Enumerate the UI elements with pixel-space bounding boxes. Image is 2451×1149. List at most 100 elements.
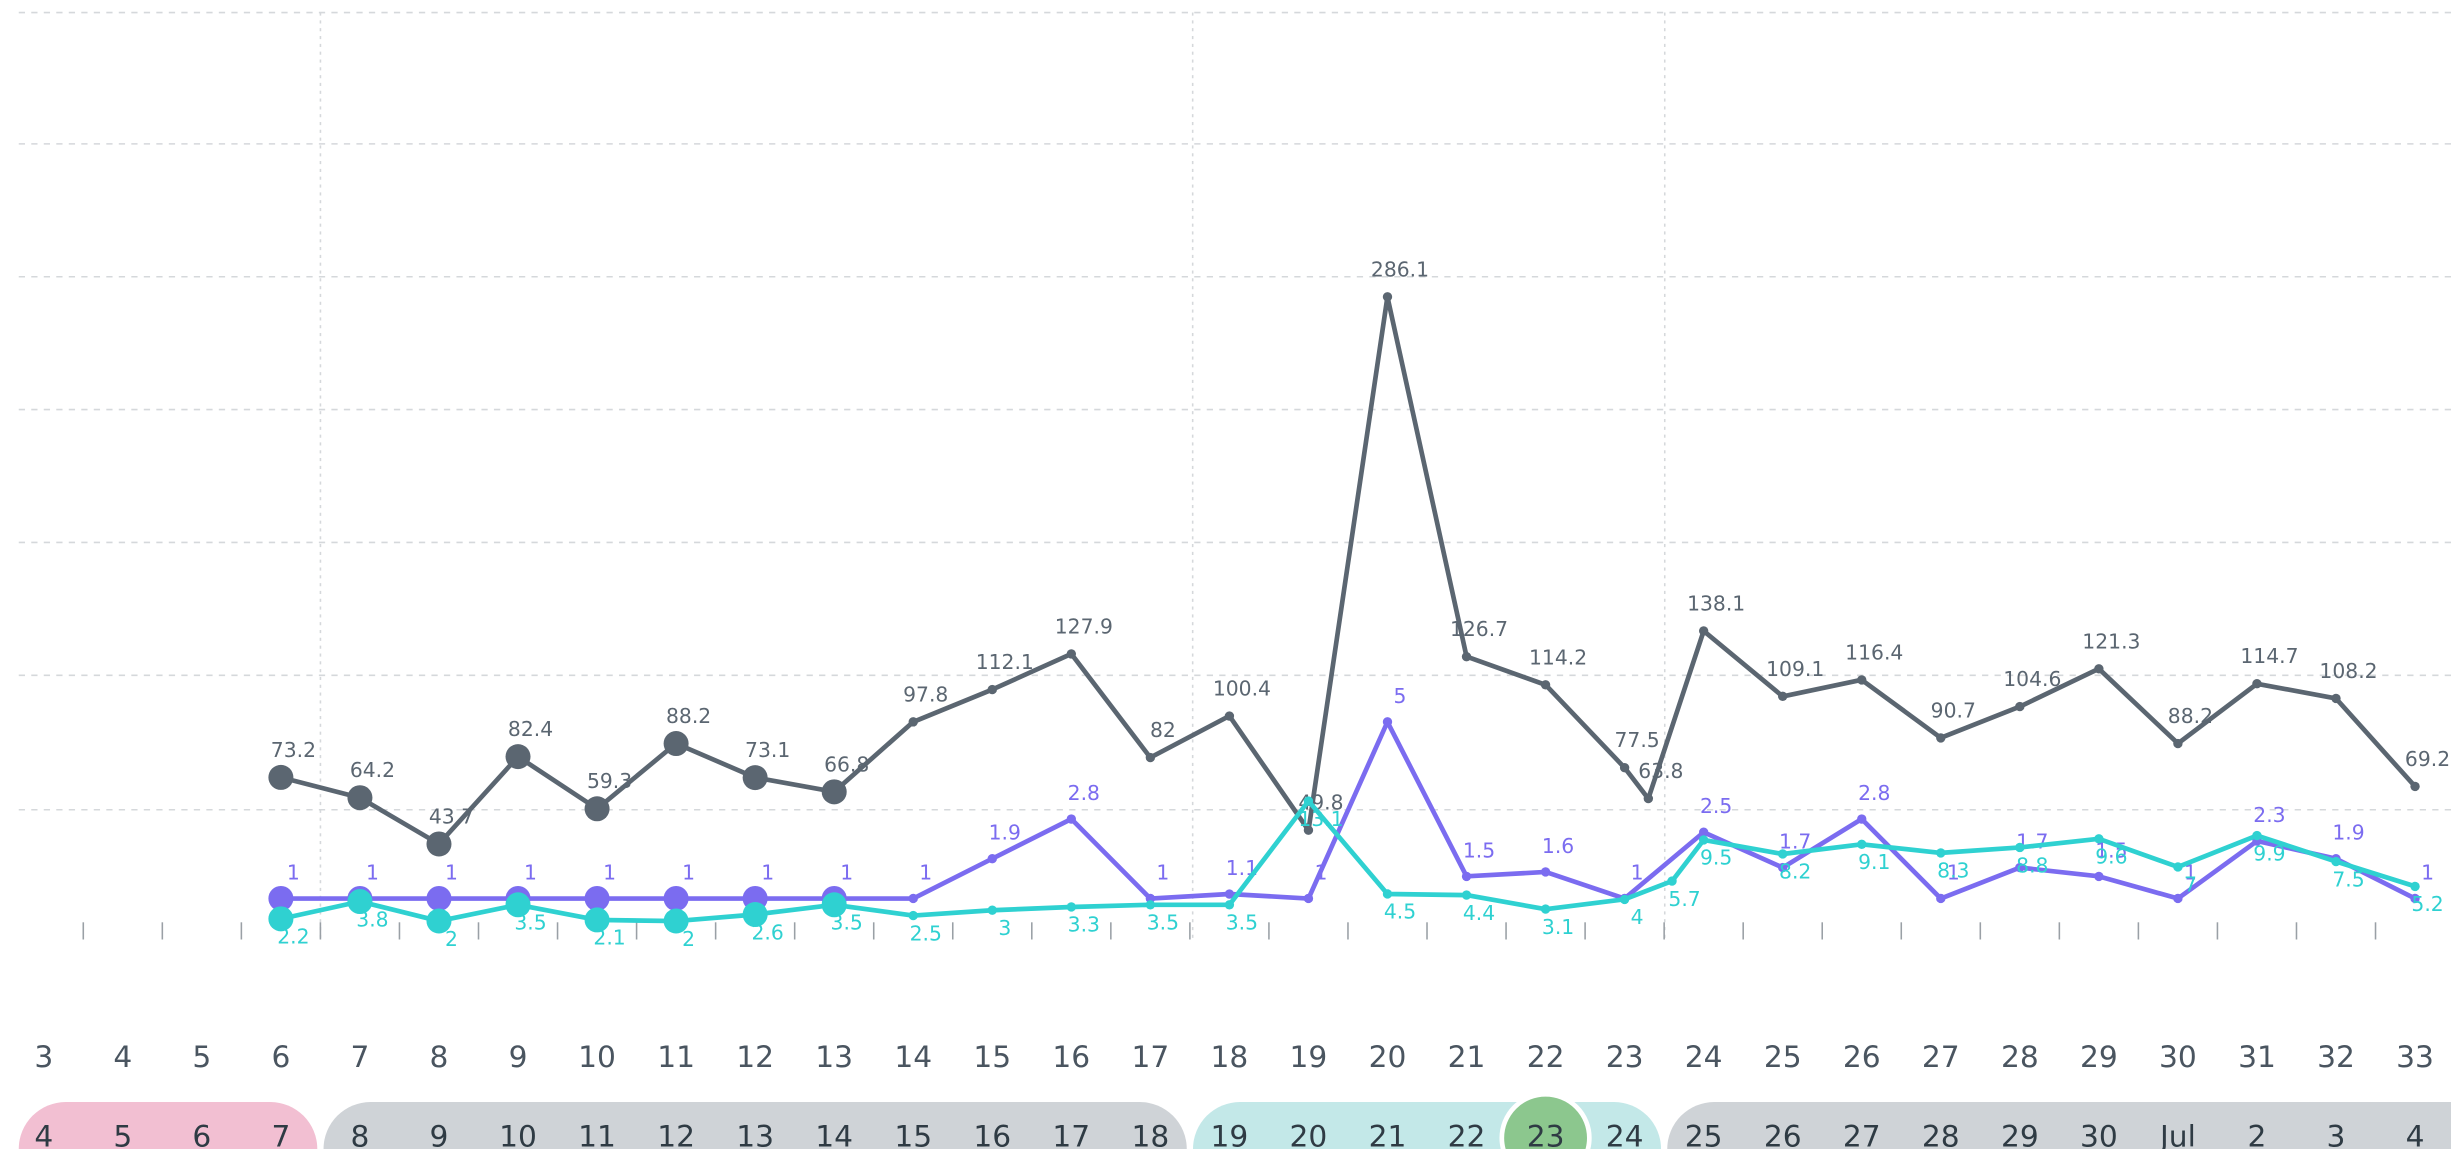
day-label[interactable]: 4 xyxy=(2406,1120,2425,1149)
point xyxy=(663,885,689,911)
value-label: 1 xyxy=(603,860,616,884)
point xyxy=(1540,904,1551,914)
value-label: 4 xyxy=(1631,905,1644,929)
value-label: 88.2 xyxy=(2168,704,2213,728)
day-label[interactable]: 2 xyxy=(2248,1120,2267,1149)
point xyxy=(268,764,294,790)
value-label: 2.5 xyxy=(1700,794,1732,818)
value-label: 97.8 xyxy=(903,682,948,706)
day-label[interactable]: 28 xyxy=(1922,1120,1960,1149)
day-label[interactable]: 24 xyxy=(1606,1120,1644,1149)
day-label[interactable]: 12 xyxy=(657,1120,695,1149)
x-tick-label: 27 xyxy=(1922,1040,1960,1075)
point xyxy=(821,779,847,805)
value-label: 8.2 xyxy=(1779,860,1811,884)
day-label[interactable]: 5 xyxy=(113,1120,132,1149)
day-label[interactable]: 3 xyxy=(2327,1120,2346,1149)
day-label[interactable]: 7 xyxy=(271,1120,290,1149)
day-label[interactable]: 4 xyxy=(34,1120,53,1149)
value-label: 1 xyxy=(366,860,379,884)
value-label: 1 xyxy=(1314,860,1327,884)
grid xyxy=(18,11,2451,938)
point xyxy=(987,905,997,915)
value-label: 2.8 xyxy=(1858,781,1890,805)
point xyxy=(1382,889,1393,899)
point xyxy=(1778,849,1788,859)
day-label[interactable]: 10 xyxy=(499,1120,537,1149)
value-label: 3.5 xyxy=(514,911,546,935)
point xyxy=(1857,839,1867,849)
point xyxy=(1303,825,1314,835)
day-label[interactable]: 9 xyxy=(430,1120,449,1149)
day-label[interactable]: 21 xyxy=(1369,1120,1407,1149)
value-label: 138.1 xyxy=(1687,591,1745,615)
point xyxy=(1698,835,1709,845)
point xyxy=(2015,842,2025,853)
point xyxy=(908,910,918,921)
day-label[interactable]: 15 xyxy=(894,1120,932,1149)
day-label[interactable]: 20 xyxy=(1290,1120,1328,1149)
day-label[interactable]: 26 xyxy=(1764,1120,1802,1149)
value-label: 2 xyxy=(445,927,458,951)
x-tick-label: 22 xyxy=(1527,1040,1565,1075)
point xyxy=(426,885,452,911)
value-label: 104.6 xyxy=(2003,667,2061,691)
value-label: 82 xyxy=(1150,718,1176,742)
value-label: 82.4 xyxy=(508,717,553,741)
point xyxy=(1698,827,1709,837)
x-tick-label: 7 xyxy=(350,1040,369,1075)
day-label[interactable]: 14 xyxy=(815,1120,853,1149)
point xyxy=(347,785,373,811)
x-tick-label: 24 xyxy=(1685,1040,1723,1075)
day-label[interactable]: 23 xyxy=(1527,1120,1565,1149)
day-label[interactable]: 17 xyxy=(1052,1120,1090,1149)
day-label[interactable]: 18 xyxy=(1131,1120,1169,1149)
value-label: 2.5 xyxy=(910,921,942,945)
point xyxy=(821,892,847,918)
point xyxy=(268,885,294,911)
date-group xyxy=(18,1102,318,1149)
day-label[interactable]: 6 xyxy=(192,1120,211,1149)
point xyxy=(1224,900,1235,910)
day-label[interactable]: 29 xyxy=(2001,1120,2039,1149)
day-label[interactable]: 22 xyxy=(1448,1120,1486,1149)
point xyxy=(268,906,294,932)
point xyxy=(742,765,768,791)
x-tick-label: 32 xyxy=(2317,1040,2355,1075)
point xyxy=(2410,881,2420,892)
x-tick-label: 13 xyxy=(815,1040,853,1075)
point xyxy=(1778,862,1788,873)
value-label: 1.9 xyxy=(2332,821,2364,845)
day-label[interactable]: 30 xyxy=(2080,1120,2118,1149)
day-label[interactable]: 19 xyxy=(1211,1120,1249,1149)
day-label[interactable]: 13 xyxy=(736,1120,774,1149)
point xyxy=(1643,793,1654,804)
point xyxy=(2015,701,2025,712)
day-label[interactable]: 27 xyxy=(1843,1120,1881,1149)
day-label[interactable]: 11 xyxy=(578,1120,616,1149)
point xyxy=(1145,900,1156,910)
point xyxy=(584,885,610,911)
value-label: 1 xyxy=(1631,860,1644,884)
x-tick-label: 31 xyxy=(2238,1040,2276,1075)
value-label: 1.6 xyxy=(1542,834,1574,858)
x-tick-label: 5 xyxy=(192,1040,211,1075)
point xyxy=(426,908,452,934)
point xyxy=(2173,738,2183,749)
value-label: 2.2 xyxy=(277,925,309,949)
value-label: 112.1 xyxy=(976,650,1034,674)
day-label[interactable]: 16 xyxy=(973,1120,1011,1149)
value-label: 126.7 xyxy=(1450,617,1508,641)
x-tick-label: 30 xyxy=(2159,1040,2197,1075)
value-label: 1 xyxy=(2421,860,2434,884)
value-label: 121.3 xyxy=(2082,629,2140,653)
day-label[interactable]: 25 xyxy=(1685,1120,1723,1149)
day-label[interactable]: Jul xyxy=(2158,1120,2196,1149)
point xyxy=(505,744,531,770)
value-label: 59.3 xyxy=(587,769,632,793)
value-label: 108.2 xyxy=(2319,659,2377,683)
x-tick-label: 18 xyxy=(1211,1040,1249,1075)
x-tick-label: 29 xyxy=(2080,1040,2118,1075)
day-label[interactable]: 8 xyxy=(350,1120,369,1149)
point xyxy=(1224,889,1235,899)
